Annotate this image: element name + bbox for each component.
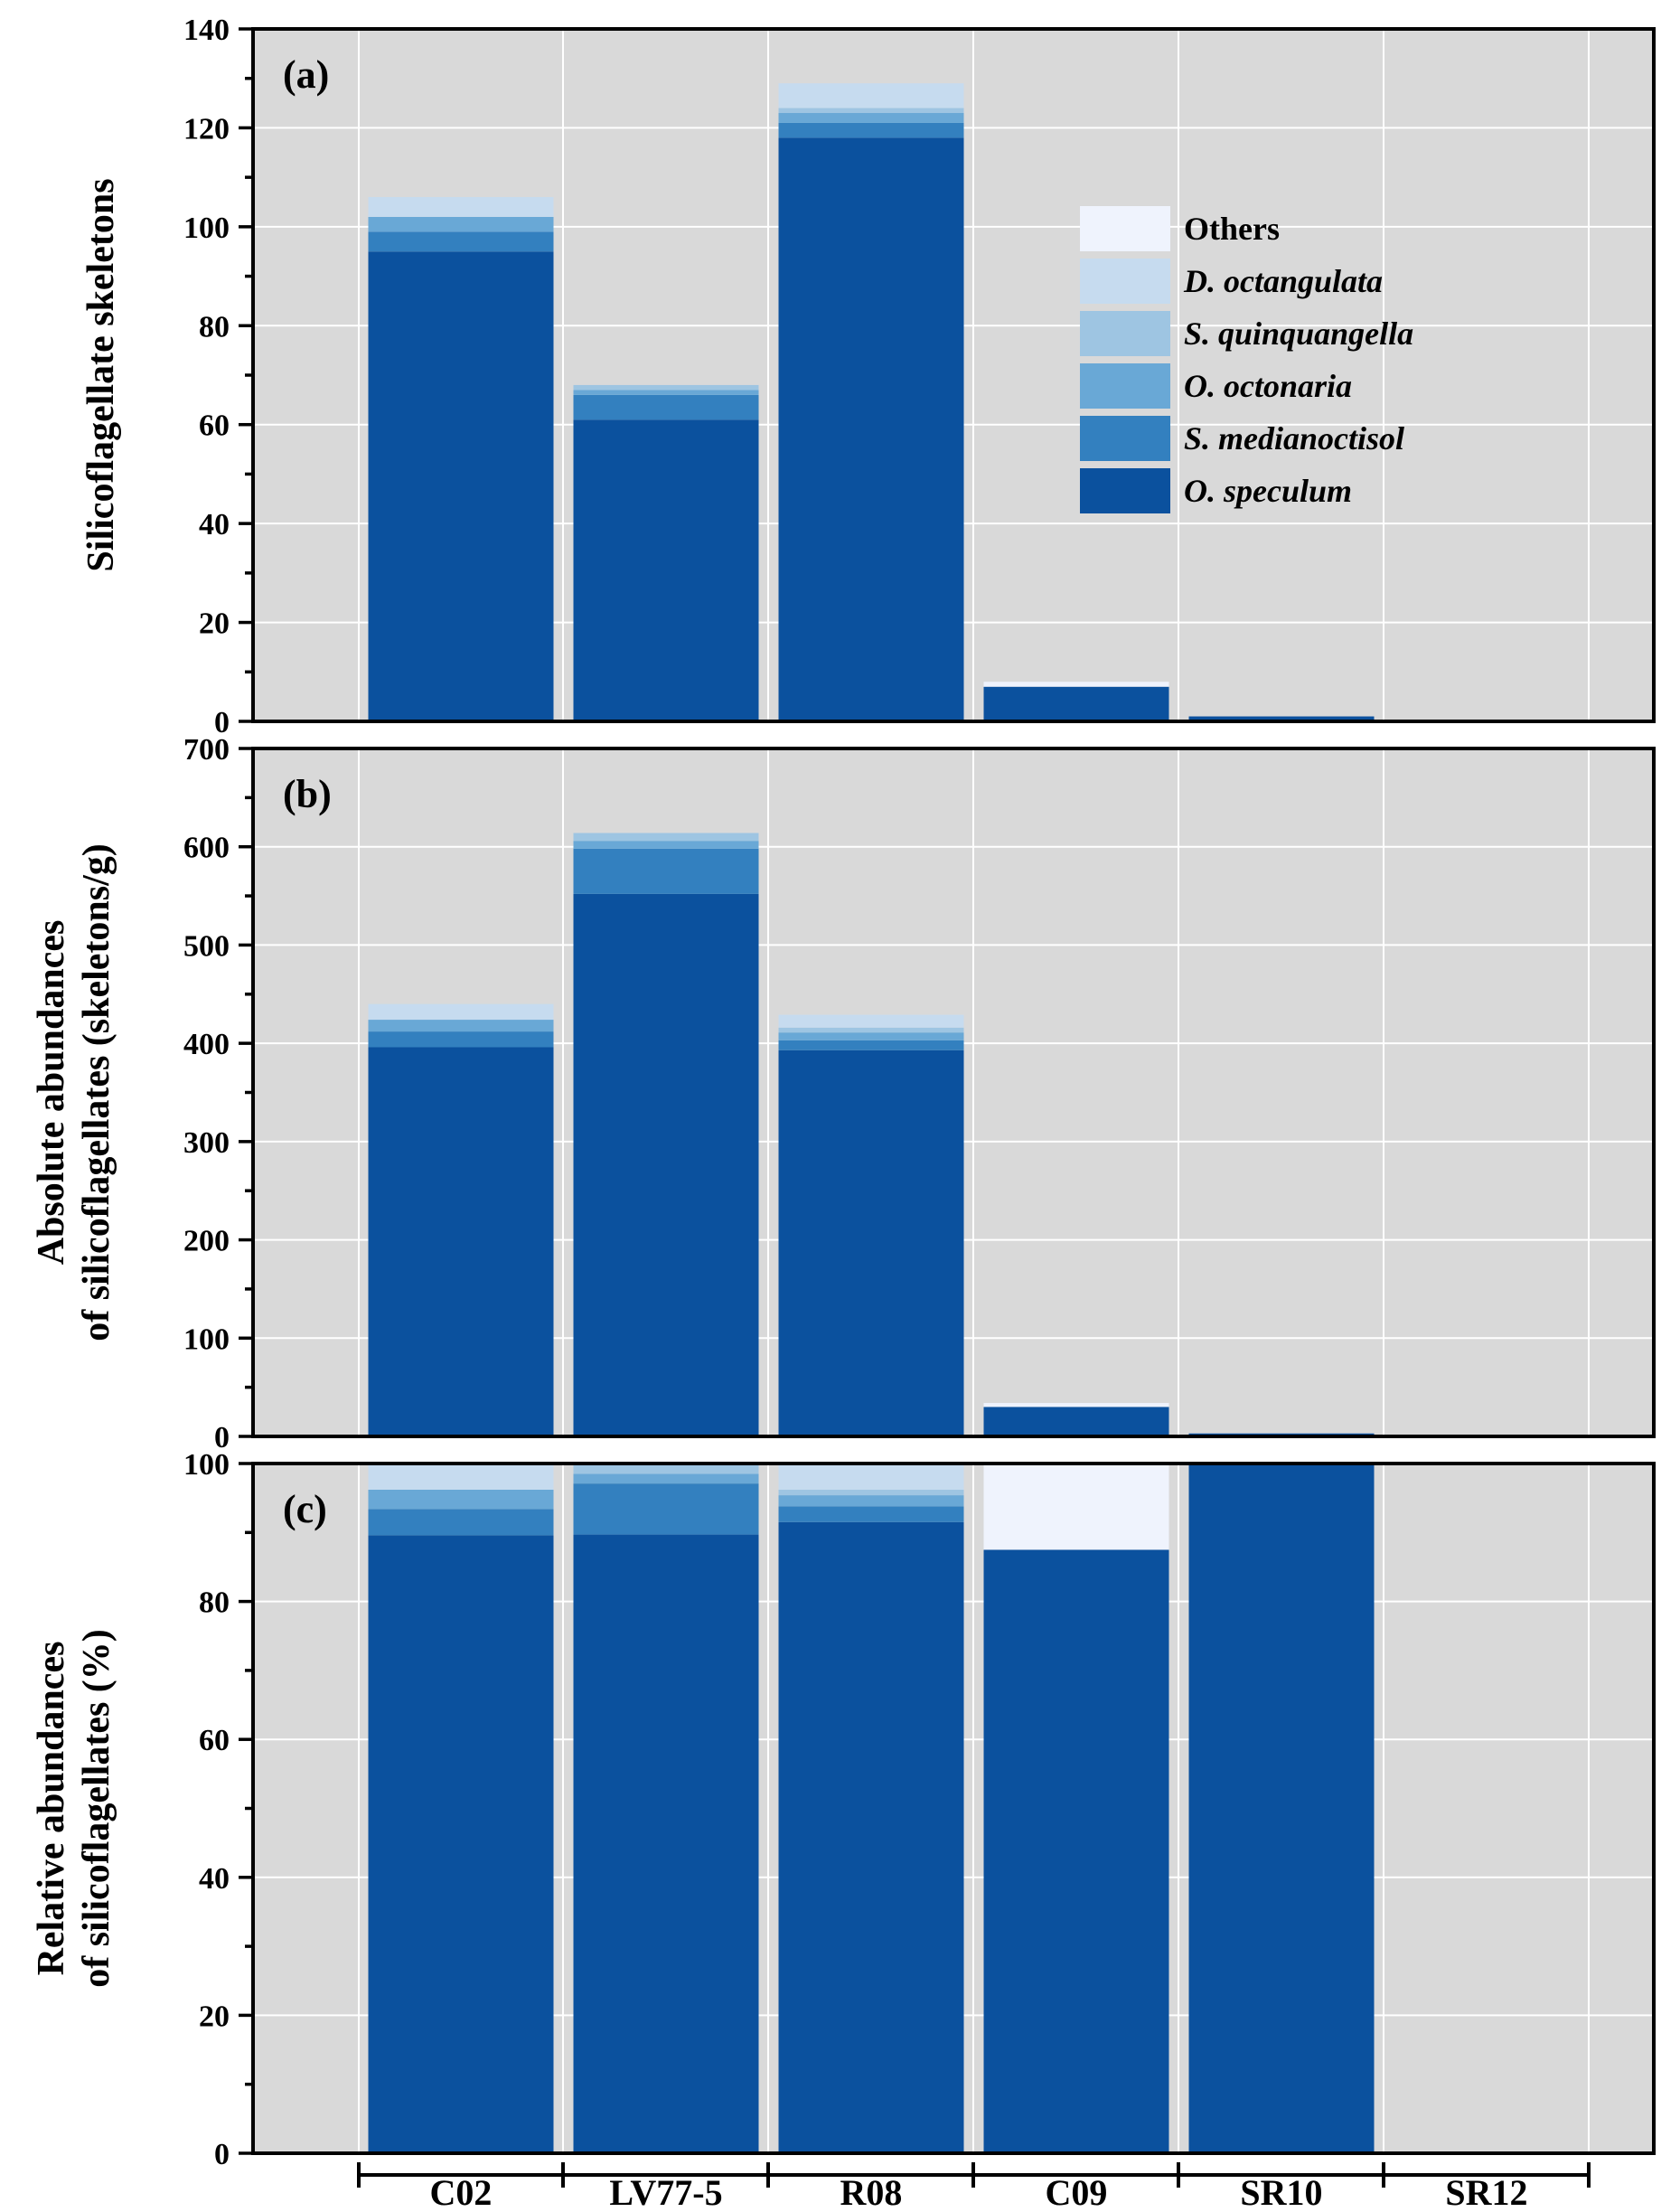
panel-c-bar-lv77-5-o-octonaria[interactable] bbox=[573, 1473, 759, 1484]
panel-c-y-tick-label: 60 bbox=[199, 1724, 230, 1757]
panel-a-y-tick-label: 0 bbox=[214, 706, 230, 739]
x-tick-label-sr10: SR10 bbox=[1240, 2172, 1322, 2212]
panel-c-bar-lv77-5-s-quinquangella[interactable] bbox=[573, 1464, 759, 1474]
legend-swatch-others[interactable] bbox=[1080, 206, 1170, 251]
panel-a-bar-c02-o-speculum[interactable] bbox=[368, 251, 554, 721]
panel-a-label: (a) bbox=[283, 52, 329, 97]
panel-a-bar-c02-o-octonaria[interactable] bbox=[368, 216, 554, 232]
panel-a-bar-r08-d-octangulata[interactable] bbox=[778, 83, 964, 108]
panel-c-bar-sr10-o-speculum[interactable] bbox=[1188, 1464, 1375, 2153]
panel-a-bar-c09-o-speculum[interactable] bbox=[983, 686, 1169, 721]
panel-c-bar-r08-s-medianoctisol[interactable] bbox=[778, 1506, 964, 1522]
panel-b-bar-r08-o-speculum[interactable] bbox=[778, 1050, 964, 1436]
panel-c-y-tick-label: 20 bbox=[199, 2000, 230, 2033]
panel-a-bar-c02-d-octangulata[interactable] bbox=[368, 197, 554, 217]
panel-a-bar-r08-s-medianoctisol[interactable] bbox=[778, 122, 964, 138]
panel-a-bar-sr10-o-speculum[interactable] bbox=[1188, 716, 1375, 721]
panel-a-bar-r08-o-octonaria[interactable] bbox=[778, 113, 964, 123]
x-tick-label-lv77-5: LV77-5 bbox=[609, 2172, 722, 2212]
legend-label-others[interactable]: Others bbox=[1184, 211, 1280, 247]
panel-a-bar-lv77-5-o-octonaria[interactable] bbox=[573, 390, 759, 395]
panel-a-y-tick-label: 140 bbox=[183, 14, 230, 47]
panel-b-bar-lv77-5-s-quinquangella[interactable] bbox=[573, 833, 759, 842]
panel-b-bar-lv77-5-o-octonaria[interactable] bbox=[573, 841, 759, 849]
panel-b-bar-c09-o-speculum[interactable] bbox=[983, 1407, 1169, 1436]
panel-c-bar-r08-o-octonaria[interactable] bbox=[778, 1495, 964, 1507]
panel-a-bar-c09-others[interactable] bbox=[983, 682, 1169, 687]
panel-b-bar-r08-s-medianoctisol[interactable] bbox=[778, 1040, 964, 1050]
panel-a-bar-c02-s-medianoctisol[interactable] bbox=[368, 231, 554, 252]
legend-swatch-s-quinquangella[interactable] bbox=[1080, 311, 1170, 356]
panel-b-y-tick-label: 500 bbox=[183, 929, 230, 963]
x-tick-label-sr12: SR12 bbox=[1445, 2172, 1527, 2212]
panel-c-bar-c02-d-octangulata[interactable] bbox=[368, 1464, 554, 1490]
panel-c-bar-lv77-5-o-speculum[interactable] bbox=[573, 1534, 759, 2153]
panel-b-y-tick-label: 600 bbox=[183, 832, 230, 865]
panel-b-bar-c02-o-octonaria[interactable] bbox=[368, 1020, 554, 1032]
panel-c-bar-c02-o-octonaria[interactable] bbox=[368, 1489, 554, 1510]
panel-a-y-tick-label: 20 bbox=[199, 607, 230, 641]
legend-label-o-octonaria[interactable]: O. octonaria bbox=[1184, 368, 1352, 404]
panel-a-y-tick-label: 60 bbox=[199, 409, 230, 443]
panel-a-y-tick-label: 120 bbox=[183, 112, 230, 146]
panel-b-y-tick-label: 400 bbox=[183, 1028, 230, 1061]
panel-c-label: (c) bbox=[283, 1487, 327, 1531]
panel-b-y-tick-label: 700 bbox=[183, 733, 230, 767]
panel-b-y-tick-label: 300 bbox=[183, 1126, 230, 1160]
panel-b-bar-lv77-5-o-speculum[interactable] bbox=[573, 893, 759, 1436]
panel-b-bar-c02-s-medianoctisol[interactable] bbox=[368, 1031, 554, 1048]
panel-b-bar-lv77-5-s-medianoctisol[interactable] bbox=[573, 848, 759, 894]
panel-a-bar-lv77-5-s-medianoctisol[interactable] bbox=[573, 394, 759, 420]
panel-c-bar-lv77-5-s-medianoctisol[interactable] bbox=[573, 1483, 759, 1535]
panel-b-bar-r08-o-octonaria[interactable] bbox=[778, 1032, 964, 1040]
legend-label-s-quinquangella[interactable]: S. quinquangella bbox=[1184, 315, 1413, 352]
panel-c-bar-r08-s-quinquangella[interactable] bbox=[778, 1489, 964, 1496]
x-tick-label-c09: C09 bbox=[1046, 2172, 1108, 2212]
panel-a-bar-lv77-5-s-quinquangella[interactable] bbox=[573, 384, 759, 391]
legend-label-s-medianoctisol[interactable]: S. medianoctisol bbox=[1184, 420, 1404, 457]
panel-c-y-tick-label: 100 bbox=[183, 1448, 230, 1482]
panel-b-bar-r08-s-quinquangella[interactable] bbox=[778, 1027, 964, 1033]
legend-label-d-octangulata[interactable]: D. octangulata bbox=[1183, 263, 1383, 299]
panel-b-y-axis-title: of silicoflagellates (skeletons/g) bbox=[76, 843, 117, 1341]
panel-c-y-axis-title: of silicoflagellates (%) bbox=[76, 1629, 117, 1988]
panel-c-bar-c09-others[interactable] bbox=[983, 1464, 1169, 1550]
panel-b-y-tick-label: 0 bbox=[214, 1421, 230, 1454]
x-tick-label-c02: C02 bbox=[430, 2172, 493, 2212]
panel-c-bar-c09-o-speculum[interactable] bbox=[983, 1549, 1169, 2153]
legend-swatch-d-octangulata[interactable] bbox=[1080, 259, 1170, 304]
panel-a-bar-lv77-5-o-speculum[interactable] bbox=[573, 419, 759, 721]
panel-b-bar-c02-d-octangulata[interactable] bbox=[368, 1003, 554, 1021]
legend-swatch-o-speculum[interactable] bbox=[1080, 468, 1170, 513]
panel-c-bar-c02-o-speculum[interactable] bbox=[368, 1535, 554, 2153]
panel-b-label: (b) bbox=[283, 772, 332, 816]
panel-a-y-tick-label: 80 bbox=[199, 310, 230, 344]
panel-c-bar-r08-o-speculum[interactable] bbox=[778, 1521, 964, 2153]
panel-a-bar-r08-o-speculum[interactable] bbox=[778, 137, 964, 721]
panel-a-y-tick-label: 100 bbox=[183, 212, 230, 245]
panel-b-y-axis-title: Absolute abundances bbox=[31, 920, 72, 1266]
legend-label-o-speculum[interactable]: O. speculum bbox=[1184, 473, 1352, 509]
panel-c-bar-r08-d-octangulata[interactable] bbox=[778, 1464, 964, 1490]
legend-swatch-s-medianoctisol[interactable] bbox=[1080, 416, 1170, 461]
panel-a-y-tick-label: 40 bbox=[199, 508, 230, 541]
panel-b-y-tick-label: 100 bbox=[183, 1322, 230, 1356]
panel-b-bar-r08-d-octangulata[interactable] bbox=[778, 1014, 964, 1028]
panel-c-bar-c02-s-medianoctisol[interactable] bbox=[368, 1509, 554, 1536]
panel-c-y-tick-label: 0 bbox=[214, 2138, 230, 2171]
panel-a-bar-r08-s-quinquangella[interactable] bbox=[778, 108, 964, 114]
panel-c-y-tick-label: 40 bbox=[199, 1862, 230, 1896]
panel-b-bar-c02-o-speculum[interactable] bbox=[368, 1047, 554, 1436]
panel-b-y-tick-label: 200 bbox=[183, 1225, 230, 1258]
x-tick-label-r08: R08 bbox=[840, 2172, 903, 2212]
legend-swatch-o-octonaria[interactable] bbox=[1080, 363, 1170, 409]
panel-a-y-axis-title: Silicoflagellate skeletons bbox=[80, 178, 122, 571]
panel-b-bar-c09-others[interactable] bbox=[983, 1403, 1169, 1407]
panel-c-y-axis-title: Relative abundances bbox=[31, 1642, 72, 1976]
panel-c-y-tick-label: 80 bbox=[199, 1586, 230, 1620]
